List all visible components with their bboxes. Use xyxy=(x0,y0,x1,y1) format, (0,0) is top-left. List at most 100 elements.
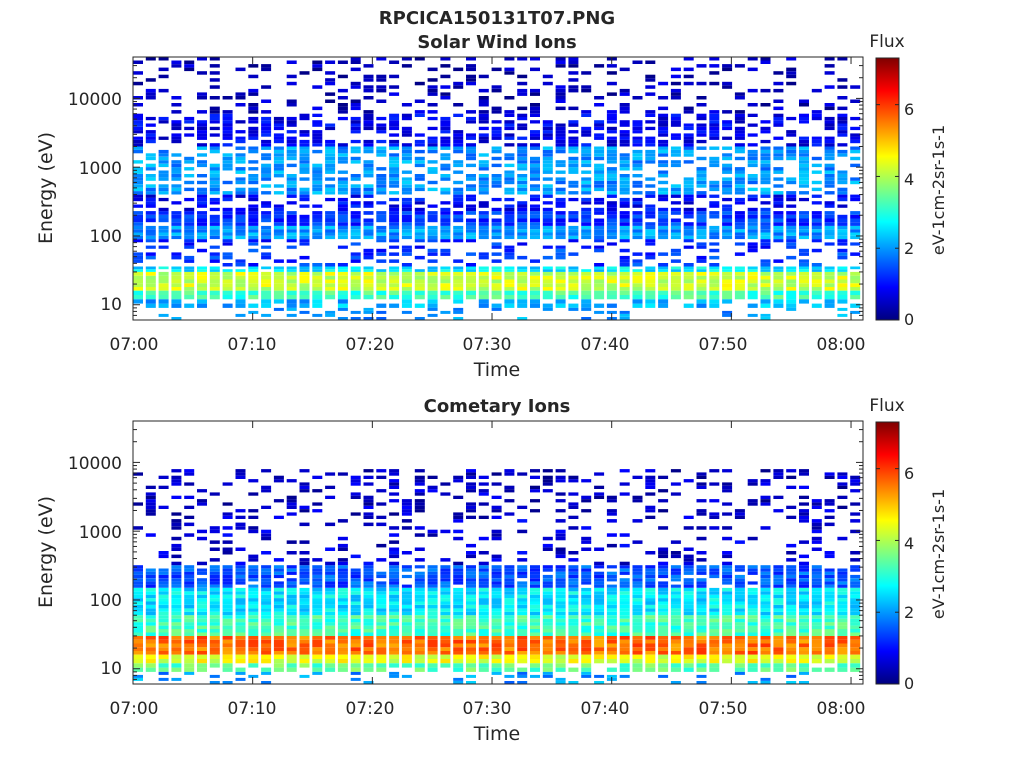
spectrogram-cell xyxy=(530,67,540,72)
spectrogram-cell xyxy=(376,663,387,668)
spectrogram-cell xyxy=(363,647,374,651)
spectrogram-cell xyxy=(133,279,143,284)
spectrogram-cell xyxy=(401,116,412,121)
spectrogram-cell xyxy=(286,74,297,79)
spectrogram-cell xyxy=(261,469,272,473)
spectrogram-cell xyxy=(786,149,797,154)
spectrogram-cell xyxy=(696,174,707,178)
spectrogram-cell xyxy=(530,269,540,272)
spectrogram-cell xyxy=(645,574,656,579)
spectrogram-cell xyxy=(645,611,656,616)
spectrogram-cell xyxy=(606,146,617,150)
spectrogram-cell xyxy=(786,475,797,479)
spectrogram-cell xyxy=(376,584,387,588)
spectrogram-cell xyxy=(760,201,771,205)
spectrogram-cell xyxy=(248,554,259,559)
spectrogram-cell xyxy=(273,663,284,668)
spectrogram-cell xyxy=(696,126,707,131)
spectrogram-cell xyxy=(235,677,246,681)
spectrogram-cell xyxy=(734,650,745,655)
spectrogram-cell xyxy=(478,667,489,672)
spectrogram-cell xyxy=(773,271,784,276)
spectrogram-cell xyxy=(235,295,246,300)
spectrogram-cell xyxy=(273,191,284,195)
spectrogram-cell xyxy=(555,519,566,523)
spectrogram-cell xyxy=(530,211,540,215)
spectrogram-cell xyxy=(453,187,464,192)
spectrogram-cell xyxy=(709,263,720,267)
spectrogram-cell xyxy=(491,245,502,249)
spectrogram-cell xyxy=(594,584,605,588)
spectrogram-cell xyxy=(414,229,425,233)
spectrogram-cell xyxy=(760,299,771,304)
spectrogram-cell xyxy=(427,591,438,595)
spectrogram-cell xyxy=(568,214,579,219)
spectrogram-cell xyxy=(760,239,771,243)
spectrogram-cell xyxy=(222,608,233,612)
spectrogram-cell xyxy=(773,120,784,124)
spectrogram-cell xyxy=(709,622,720,626)
spectrogram-cell xyxy=(619,153,630,157)
spectrogram-cell xyxy=(401,218,412,223)
spectrogram-cell xyxy=(414,509,425,513)
spectrogram-cell xyxy=(658,509,669,513)
spectrogram-cell xyxy=(799,509,809,513)
spectrogram-cell xyxy=(619,587,630,592)
spectrogram-cell xyxy=(734,667,745,672)
spectrogram-cell xyxy=(594,245,605,249)
spectrogram-cell xyxy=(222,622,233,626)
spectrogram-cell xyxy=(312,654,323,659)
spectrogram-cell xyxy=(658,271,669,276)
spectrogram-cell xyxy=(722,177,733,181)
spectrogram-cell xyxy=(542,598,553,602)
spectrogram-cell xyxy=(209,594,220,599)
spectrogram-cell xyxy=(581,591,592,595)
spectrogram-cell xyxy=(760,242,771,246)
spectrogram-cell xyxy=(542,543,553,548)
spectrogram-cell xyxy=(286,149,297,154)
spectrogram-cell xyxy=(401,184,412,188)
spectrogram-cell xyxy=(478,214,489,219)
spectrogram-cell xyxy=(478,96,489,100)
spectrogram-cell xyxy=(568,71,579,75)
spectrogram-cell xyxy=(683,136,694,140)
spectrogram-cell xyxy=(261,591,272,595)
spectrogram-cell xyxy=(427,663,438,668)
spectrogram-cell xyxy=(850,601,861,605)
spectrogram-cell xyxy=(286,571,297,575)
spectrogram-cell xyxy=(363,64,374,68)
spectrogram-cell xyxy=(773,197,784,202)
spectrogram-cell xyxy=(171,469,182,473)
cometary-colorbar: Flux 0 2 4 6 eV-1cm-2sr-1s-1 xyxy=(869,396,948,693)
spectrogram-cell xyxy=(158,608,169,612)
spectrogram-cell xyxy=(504,110,515,114)
spectrogram-cell xyxy=(594,565,605,569)
spectrogram-cell xyxy=(530,659,540,664)
spectrogram-cell xyxy=(312,659,323,664)
spectrogram-cell xyxy=(696,681,707,684)
spectrogram-cell xyxy=(619,286,630,291)
spectrogram-cell xyxy=(427,126,438,131)
spectrogram-cell xyxy=(414,574,425,579)
spectrogram-cell xyxy=(837,587,848,592)
spectrogram-cell xyxy=(811,654,822,659)
spectrogram-cell xyxy=(594,167,605,171)
spectrogram-cell xyxy=(568,594,579,599)
spectrogram-cell xyxy=(606,235,617,240)
spectrogram-cell xyxy=(427,286,438,291)
spectrogram-cell xyxy=(440,96,451,100)
spectrogram-cell xyxy=(350,149,361,154)
spectrogram-cell xyxy=(850,654,861,659)
spectrogram-cell xyxy=(248,608,259,612)
spectrogram-cell xyxy=(363,184,374,188)
spectrogram-cell xyxy=(376,214,387,219)
spectrogram-cell xyxy=(440,239,451,243)
spectrogram-cell xyxy=(376,650,387,655)
spectrogram-cell xyxy=(350,160,361,164)
spectrogram-cell xyxy=(261,659,272,664)
spectrogram-cell xyxy=(389,269,400,272)
spectrogram-cell xyxy=(440,201,451,205)
spectrogram-cell xyxy=(683,639,694,644)
spectrogram-cell xyxy=(517,671,528,675)
spectrogram-cell xyxy=(389,167,400,171)
